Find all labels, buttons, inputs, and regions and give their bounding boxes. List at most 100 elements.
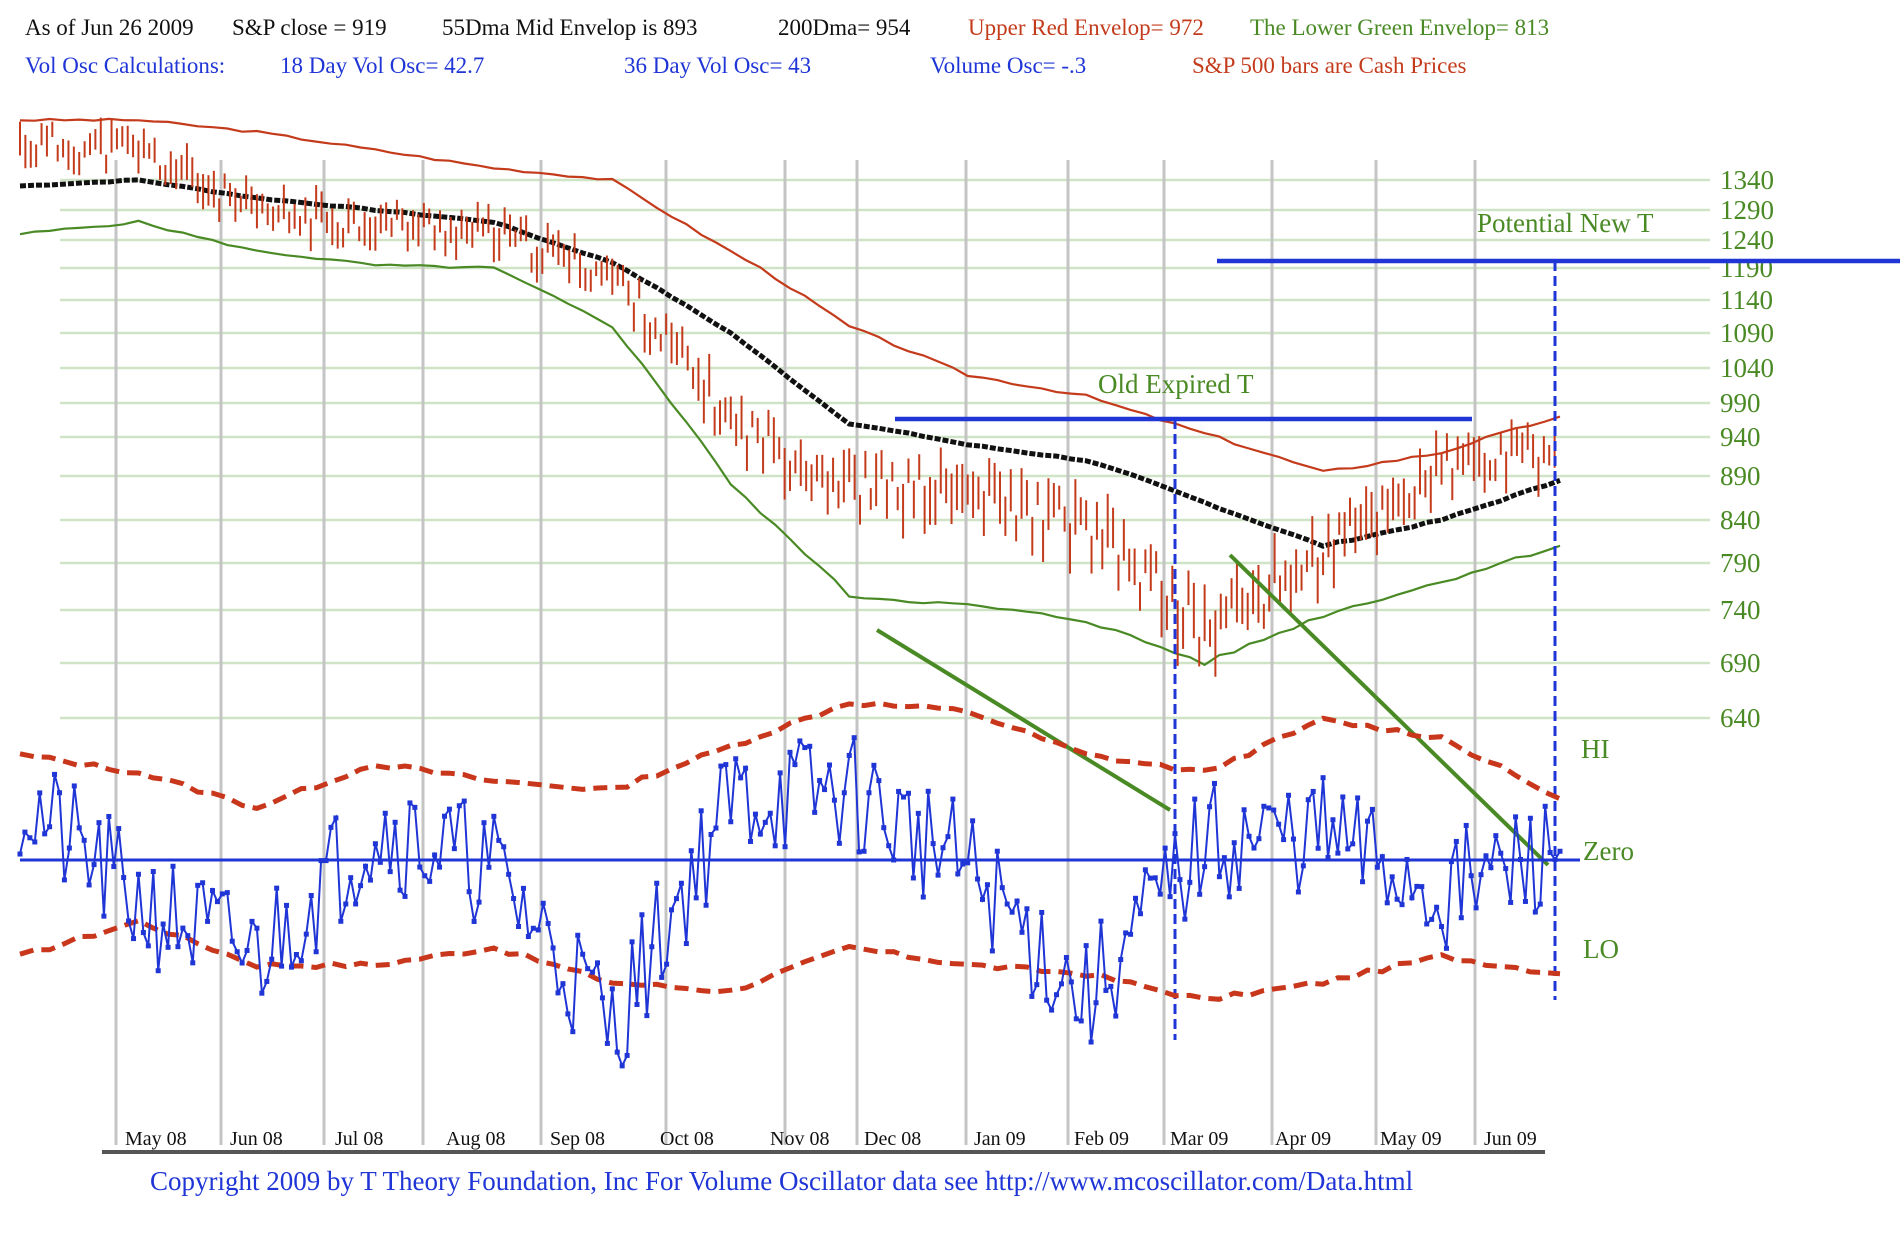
volume-oscillator-point: [165, 944, 171, 950]
y-tick-label: 1140: [1720, 285, 1773, 315]
month-label: Aug 08: [446, 1128, 505, 1150]
volume-oscillator-point: [476, 899, 482, 905]
volume-oscillator-point: [599, 995, 605, 1001]
volume-oscillator-point: [471, 918, 477, 924]
month-label: Jun 09: [1484, 1128, 1537, 1150]
volume-oscillator-point: [338, 918, 344, 924]
volume-oscillator-point: [333, 815, 339, 821]
volume-oscillator-point: [614, 1049, 620, 1055]
volume-oscillator-point: [1029, 993, 1035, 999]
volume-oscillator-point: [1216, 874, 1222, 880]
volume-oscillator-point: [1281, 837, 1287, 843]
volume-oscillator-point: [792, 762, 798, 768]
volume-oscillator-point: [1335, 850, 1341, 856]
volume-oscillator-point: [1049, 1007, 1055, 1013]
volume-oscillator-point: [22, 829, 28, 835]
volume-oscillator-point: [1068, 979, 1074, 985]
volume-oscillator-point: [239, 960, 245, 966]
volume-oscillator-point: [970, 818, 976, 824]
volume-oscillator-point: [259, 990, 265, 996]
volume-oscillator-point: [71, 783, 77, 789]
volume-oscillator-point: [644, 1013, 650, 1019]
volume-oscillator-point: [185, 933, 191, 939]
volume-oscillator-point: [441, 813, 447, 819]
month-label: Jul 08: [335, 1128, 383, 1150]
volume-oscillator-point: [392, 819, 398, 825]
volume-oscillator-point: [664, 961, 670, 967]
volume-oscillator-point: [1182, 916, 1188, 922]
volume-oscillator-point: [1384, 900, 1390, 906]
volume-oscillator-point: [1448, 859, 1454, 865]
volume-oscillator-point: [516, 924, 522, 930]
volume-oscillator-point: [111, 864, 117, 870]
volume-oscillator-point: [1404, 856, 1410, 862]
volume-oscillator-point: [1276, 821, 1282, 827]
volume-oscillator-point: [249, 918, 255, 924]
volume-oscillator-point: [180, 925, 186, 931]
volume-oscillator-point: [595, 960, 600, 966]
volume-oscillator-point: [950, 796, 956, 802]
volume-oscillator-point: [846, 752, 852, 758]
volume-oscillator-point: [777, 770, 783, 776]
volume-oscillator-point: [42, 831, 48, 837]
volume-oscillator-point: [1557, 848, 1563, 854]
volume-oscillator-point: [348, 875, 354, 881]
potential-new-t-label: Potential New T: [1477, 208, 1654, 238]
volume-oscillator-point: [1231, 840, 1237, 846]
volume-oscillator-point: [1409, 895, 1415, 901]
volume-oscillator-point: [1058, 981, 1064, 987]
y-tick-label: 990: [1720, 388, 1761, 418]
volume-oscillator-point: [1513, 814, 1519, 820]
volume-oscillator-point: [718, 763, 724, 769]
volume-oscillator-point: [96, 820, 102, 826]
volume-oscillator-point: [807, 743, 813, 749]
volume-oscillator-point: [639, 912, 645, 918]
sp-close: S&P close = 919: [232, 15, 387, 40]
volume-oscillator-point: [1167, 894, 1173, 900]
y-tick-label: 690: [1720, 648, 1761, 678]
volume-oscillator-point: [190, 960, 196, 966]
volume-oscillator-point: [116, 826, 122, 832]
volume-oscillator-point: [965, 860, 971, 866]
volume-oscillator-point: [1295, 889, 1301, 895]
y-tick-label: 640: [1720, 703, 1761, 733]
volume-oscillator-point: [387, 869, 393, 875]
volume-oscillator-point: [530, 925, 536, 931]
volume-oscillator-point: [323, 858, 329, 864]
volume-oscillator-point: [925, 788, 931, 794]
volume-oscillator-point: [683, 941, 689, 947]
volume-oscillator-point: [802, 745, 808, 751]
volume-oscillator-point: [915, 810, 921, 816]
volume-oscillator-point: [496, 837, 502, 843]
volume-oscillator-point: [1443, 945, 1449, 951]
volume-oscillator-point: [520, 885, 526, 891]
hi-label: HI: [1581, 734, 1610, 764]
month-label: Nov 08: [770, 1128, 829, 1150]
volume-oscillator-point: [81, 837, 87, 843]
volume-oscillator-point: [308, 892, 314, 898]
volume-oscillator-point: [363, 863, 369, 869]
volume-oscillator-point: [466, 889, 472, 895]
volume-oscillator-point: [876, 778, 882, 784]
volume-oscillator-point: [1133, 895, 1139, 901]
volume-oscillator-point: [1458, 915, 1464, 921]
volume-oscillator-point: [772, 843, 778, 849]
volume-oscillator-point: [955, 871, 961, 877]
month-label: May 08: [125, 1128, 187, 1150]
volume-oscillator-point: [1399, 902, 1405, 908]
volume-oscillator-point: [1310, 788, 1316, 794]
volume-oscillator-point: [437, 864, 443, 870]
volume-oscillator-point: [1389, 874, 1395, 880]
copyright-footer: Copyright 2009 by T Theory Foundation, I…: [150, 1166, 1414, 1196]
volume-oscillator-point: [131, 936, 137, 942]
volume-oscillator-point: [1547, 850, 1553, 856]
volume-oscillator-point: [1478, 872, 1484, 878]
volume-oscillator-point: [1365, 818, 1370, 824]
oscillator-hi-band: [19, 700, 1562, 811]
y-tick-label: 790: [1720, 548, 1761, 578]
volume-oscillator-point: [550, 945, 556, 951]
volume-oscillator-point: [313, 949, 319, 955]
volume-oscillator-point: [1113, 1013, 1119, 1019]
volume-oscillator-point: [980, 896, 985, 902]
volume-oscillator-point: [195, 882, 201, 888]
